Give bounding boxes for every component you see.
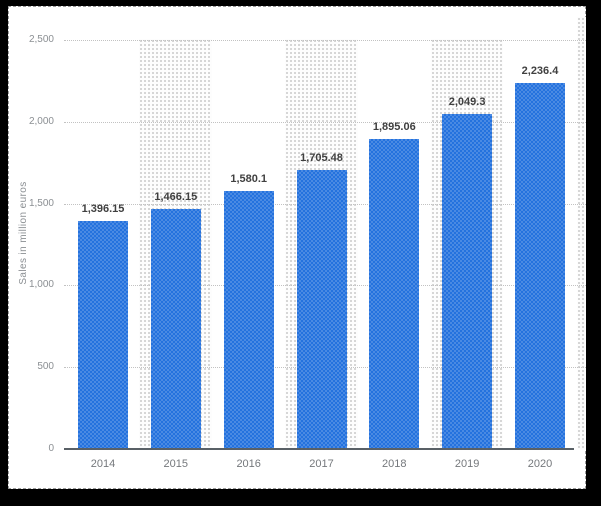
y-tick-label: 1,500 [28,197,54,209]
plot-band-right-edge [576,17,586,449]
chart-card: 0 500 1,000 1,500 2,000 2,500 1,396.15 2014 1,46… [8,6,586,489]
bar[interactable] [296,170,347,449]
bar-value-label: 1,705.48 [300,152,343,164]
x-axis-label: 2015 [163,458,189,470]
bar[interactable] [442,113,493,449]
x-axis-label: 2016 [236,458,261,470]
bar-value-label: 1,396.15 [81,202,125,215]
x-axis-label: 2020 [527,458,553,470]
y-axis-title: Sales in million euros [18,181,29,285]
x-axis-label: 2014 [90,458,116,470]
grid-line [64,121,586,123]
y-tick-label: 1,000 [28,279,54,291]
x-axis-label: 2017 [309,458,334,470]
x-axis-line [64,448,574,450]
x-axis-label: 2019 [454,458,480,470]
y-tick-label: 0 [48,443,54,454]
bar-value-label: 2,236.4 [521,65,559,78]
y-tick-label: 2,000 [28,115,54,127]
bar-value-label: 2,049.3 [448,95,486,108]
bar-value-label: 1,895.06 [372,121,416,133]
bar[interactable] [369,139,420,449]
bar[interactable] [515,83,565,449]
bar-value-label: 1,580.1 [230,172,268,185]
grid-line [64,40,586,41]
bar[interactable] [223,190,274,449]
y-tick-label: 500 [37,361,54,373]
y-tick-label: 2,500 [28,34,54,45]
plot-area: 0 500 1,000 1,500 2,000 2,500 1,396.15 2014 1,46… [9,7,586,488]
bar-value-label: 1,466.15 [154,191,198,204]
bar[interactable] [150,209,201,449]
bar[interactable] [78,220,128,449]
x-axis-label: 2018 [382,458,407,470]
